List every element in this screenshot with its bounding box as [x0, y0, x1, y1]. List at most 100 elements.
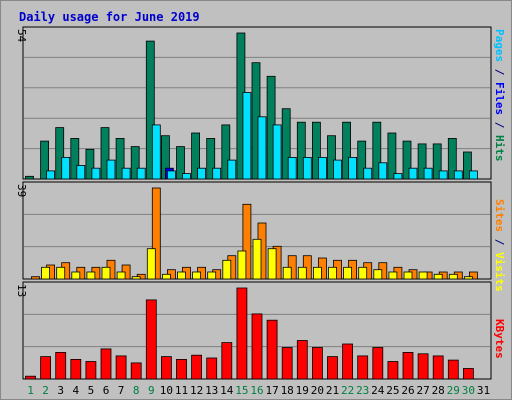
- bar-kbytes-day-17: [266, 319, 278, 380]
- bar-pages-files-hits-day-19: [302, 156, 312, 180]
- bar-sites-visits-day-21: [328, 266, 337, 280]
- bar-pages-files-hits-day-12: [191, 132, 201, 180]
- day-label-11: 11: [175, 384, 188, 397]
- bar-sites-visits-day-6: [101, 266, 111, 280]
- ymax-label-sites-visits: 39: [15, 184, 28, 197]
- bar-pages-files-hits-day-22: [348, 156, 358, 180]
- bar-kbytes-day-12: [191, 354, 203, 380]
- bar-pages-files-hits-day-4: [76, 165, 86, 180]
- bar-kbytes-day-1: [25, 375, 36, 380]
- bar-pages-files-hits-day-6: [100, 127, 110, 180]
- bar-pages-files-hits-day-2: [46, 170, 55, 180]
- bar-pages-files-hits-day-13: [212, 167, 222, 180]
- bar-pages-files-hits-day-30: [468, 170, 478, 180]
- bar-sites-visits-day-9: [151, 187, 161, 280]
- bar-pages-files-hits-day-8: [130, 146, 140, 180]
- bar-kbytes-day-19: [296, 340, 308, 380]
- bar-sites-visits-day-2: [41, 266, 50, 280]
- day-label-13: 13: [205, 384, 218, 397]
- bar-kbytes-day-29: [447, 359, 459, 380]
- day-label-28: 28: [432, 384, 445, 397]
- day-label-6: 6: [103, 384, 110, 397]
- bar-pages-files-hits-day-29: [447, 137, 457, 180]
- day-label-20: 20: [311, 384, 324, 397]
- bar-kbytes-day-5: [85, 361, 97, 380]
- bar-pages-files-hits-day-22: [342, 121, 352, 180]
- ymax-label-kbytes: 13: [15, 284, 28, 297]
- day-label-25: 25: [386, 384, 399, 397]
- bar-kbytes-day-16: [251, 313, 263, 380]
- side-label-part: /: [493, 62, 506, 82]
- bar-pages-files-hits-day-6: [106, 159, 116, 180]
- bar-pages-files-hits-day-8: [136, 167, 146, 180]
- bar-sites-visits-day-13: [207, 271, 217, 280]
- bar-sites-visits-day-9: [146, 248, 156, 280]
- bar-pages-files-hits-day-10: [166, 170, 176, 180]
- bar-sites-visits-day-15: [242, 203, 252, 280]
- bar-kbytes-day-25: [387, 361, 399, 380]
- day-label-21: 21: [326, 384, 339, 397]
- side-label-sites-visits: Sites / Visits: [493, 199, 506, 292]
- bar-kbytes-day-8: [130, 362, 142, 380]
- bar-pages-files-hits-day-18: [287, 156, 297, 180]
- bar-pages-files-hits-day-21: [327, 135, 336, 180]
- bar-kbytes-day-10: [160, 356, 172, 380]
- bar-kbytes-day-21: [327, 356, 338, 380]
- bar-pages-files-hits-day-19: [296, 121, 306, 180]
- side-label-kbytes: KBytes: [493, 319, 506, 359]
- bar-kbytes-day-20: [311, 347, 323, 380]
- bar-sites-visits-day-19: [297, 266, 307, 280]
- bar-sites-visits-day-30: [468, 271, 478, 280]
- bar-sites-visits-day-28: [433, 273, 443, 280]
- day-label-2: 2: [42, 384, 49, 397]
- side-label-part: Files: [493, 82, 506, 115]
- bar-kbytes-day-6: [100, 348, 112, 380]
- bar-sites-visits-day-24: [373, 269, 383, 280]
- bar-pages-files-hits-day-3: [55, 127, 65, 180]
- bar-kbytes-day-27: [417, 353, 429, 380]
- bar-kbytes-day-15: [236, 287, 248, 380]
- side-label-part: /: [493, 232, 506, 252]
- bar-pages-files-hits-day-16: [257, 116, 267, 180]
- day-label-10: 10: [160, 384, 173, 397]
- bar-sites-visits-day-20: [312, 266, 322, 280]
- bar-kbytes-day-18: [281, 347, 293, 380]
- bar-pages-files-hits-day-3: [61, 156, 71, 180]
- bar-pages-files-hits-day-12: [197, 167, 207, 180]
- side-label-part: Pages: [493, 29, 506, 62]
- day-label-22: 22: [341, 384, 354, 397]
- bar-sites-visits-day-5: [86, 271, 96, 280]
- side-label-part: /: [493, 115, 506, 135]
- bar-kbytes-day-14: [221, 342, 233, 380]
- bar-sites-visits-day-12: [192, 271, 202, 280]
- bar-pages-files-hits-day-9: [151, 124, 161, 180]
- bar-pages-files-hits-day-20: [317, 156, 327, 180]
- ymax-label-pages-files-hits: 54: [15, 29, 28, 43]
- bar-pages-files-hits-day-5: [91, 167, 101, 180]
- bar-sites-visits-day-17: [267, 248, 277, 280]
- bar-kbytes-day-4: [70, 358, 82, 380]
- bar-pages-files-hits-day-27: [417, 143, 427, 180]
- day-label-14: 14: [220, 384, 234, 397]
- bar-sites-visits-day-26: [403, 271, 413, 280]
- bar-sites-visits-day-27: [418, 271, 428, 280]
- bar-sites-visits-day-10: [161, 273, 171, 280]
- bar-pages-files-hits-day-2: [40, 140, 49, 180]
- bar-kbytes-day-26: [402, 351, 414, 380]
- bar-sites-visits-day-29: [448, 273, 458, 280]
- day-label-27: 27: [416, 384, 429, 397]
- bar-pages-files-hits-day-15: [242, 92, 252, 180]
- bar-pages-files-hits-day-24: [372, 121, 382, 180]
- bar-sites-visits-day-14: [222, 259, 232, 280]
- day-label-5: 5: [88, 384, 95, 397]
- bar-sites-visits-day-16: [252, 238, 262, 280]
- bar-sites-visits-day-18: [282, 266, 292, 280]
- bar-sites-visits-day-23: [358, 266, 368, 280]
- bar-pages-files-hits-day-14: [221, 124, 231, 180]
- side-label-part: KBytes: [493, 319, 506, 359]
- day-label-24: 24: [371, 384, 385, 397]
- day-label-31: 31: [477, 384, 490, 397]
- bar-sites-visits-day-3: [56, 266, 66, 280]
- day-label-16: 16: [250, 384, 263, 397]
- bar-pages-files-hits-day-28: [438, 170, 448, 180]
